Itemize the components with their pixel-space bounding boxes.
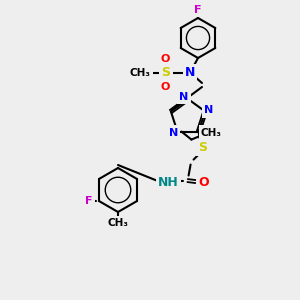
Text: CH₃: CH₃ [107, 218, 128, 228]
Text: F: F [85, 196, 93, 206]
Text: F: F [194, 5, 202, 15]
Text: N: N [205, 105, 214, 116]
Text: O: O [198, 176, 209, 189]
Text: CH₃: CH₃ [201, 128, 222, 138]
Text: N: N [169, 128, 178, 138]
Text: O: O [160, 54, 170, 64]
Text: CH₃: CH₃ [130, 68, 151, 78]
Text: N: N [185, 67, 195, 80]
Text: N: N [179, 92, 189, 102]
Text: S: S [198, 141, 207, 154]
Text: O: O [160, 82, 170, 92]
Text: S: S [161, 67, 170, 80]
Text: NH: NH [158, 176, 179, 189]
